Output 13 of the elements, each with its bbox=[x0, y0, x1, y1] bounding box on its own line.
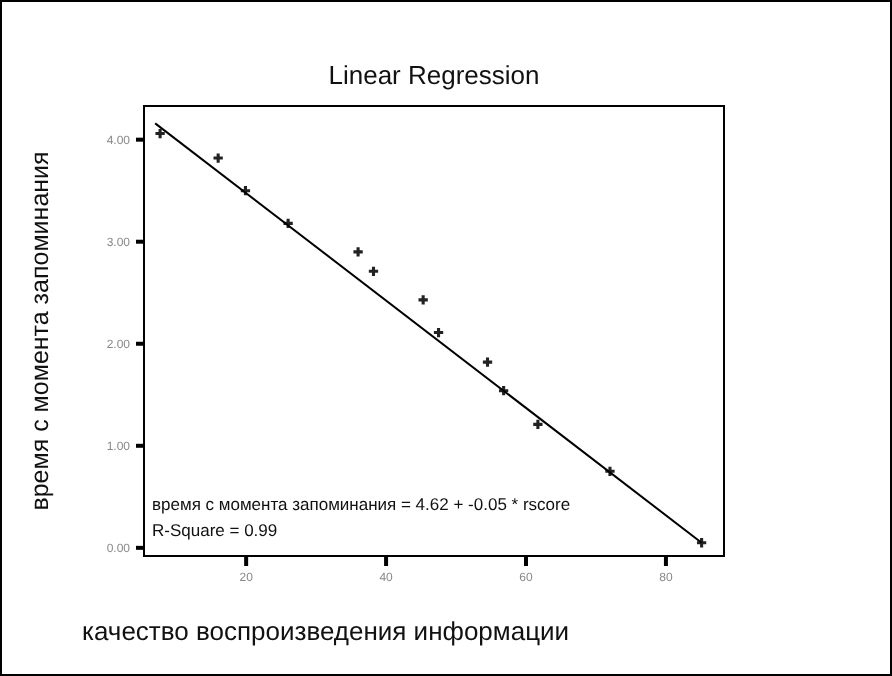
annotation: R-Square = 0.99 bbox=[152, 520, 278, 540]
point bbox=[353, 247, 363, 257]
annotation: время с момента запоминания = 4.62 + -0.05 * rscore bbox=[152, 494, 571, 514]
y-axis-title: время с момента запоминания bbox=[26, 151, 54, 511]
point bbox=[482, 357, 493, 367]
x-axis-title: качество воспроизведения информации bbox=[82, 616, 570, 646]
point bbox=[433, 327, 444, 338]
point bbox=[368, 266, 379, 276]
point bbox=[213, 153, 223, 163]
chart-title: Linear Regression bbox=[328, 60, 540, 90]
point bbox=[418, 295, 428, 305]
point bbox=[155, 128, 165, 139]
point bbox=[533, 419, 543, 430]
